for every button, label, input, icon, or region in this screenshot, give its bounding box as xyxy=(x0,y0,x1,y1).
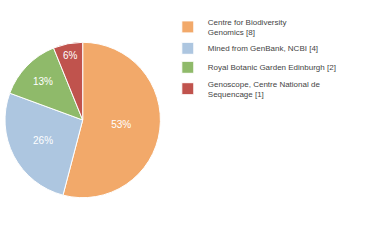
svg-text:Mined from GenBank, NCBI [4]: Mined from GenBank, NCBI [4] xyxy=(208,44,318,53)
svg-text:Royal Botanic Garden Edinburgh: Royal Botanic Garden Edinburgh [2] xyxy=(208,63,336,72)
svg-text:53%: 53% xyxy=(111,119,131,130)
svg-text:6%: 6% xyxy=(63,50,78,61)
svg-text:Genoscope, Centre National deS: Genoscope, Centre National deSequencage … xyxy=(208,80,321,99)
svg-text:13%: 13% xyxy=(33,76,53,87)
svg-text:Centre for BiodiversityGenomic: Centre for BiodiversityGenomics [8] xyxy=(208,18,287,37)
svg-text:26%: 26% xyxy=(33,135,53,146)
